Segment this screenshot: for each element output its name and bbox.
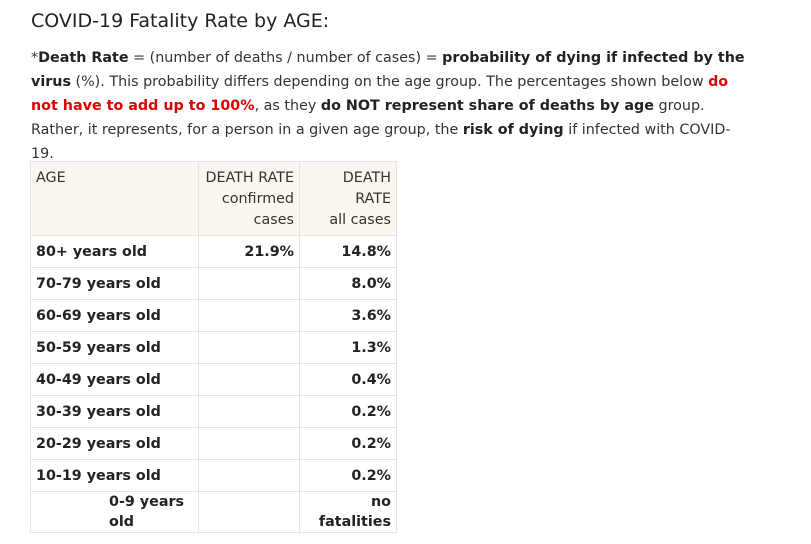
intro-definition: probability of dying if infected by the … bbox=[31, 50, 745, 90]
header-confirmed-line3: cases bbox=[253, 212, 294, 228]
row-all-rate: 1.3% bbox=[299, 331, 397, 364]
row-confirmed-rate bbox=[198, 331, 300, 364]
row-confirmed-rate: 21.9% bbox=[198, 235, 300, 268]
intro-part3: , as they bbox=[254, 98, 321, 114]
table-row: 70-79 years old 8.0% bbox=[30, 267, 397, 300]
intro-red-emphasis: do not have to add up to 100% bbox=[31, 74, 729, 114]
header-confirmed-line1: DEATH RATE bbox=[205, 170, 294, 186]
table-row: 60-69 years old 3.6% bbox=[30, 299, 397, 332]
table-row: 50-59 years old 1.3% bbox=[30, 331, 397, 364]
intro-paragraph: *Death Rate = (number of deaths / number… bbox=[31, 46, 751, 166]
row-age: 50-59 years old bbox=[30, 331, 199, 364]
row-all-rate: 14.8% bbox=[299, 235, 397, 268]
table-row: 10-19 years old 0.2% bbox=[30, 459, 397, 492]
row-age: 10-19 years old bbox=[30, 459, 199, 492]
row-all-rate: 0.4% bbox=[299, 363, 397, 396]
header-age-label: AGE bbox=[36, 170, 66, 186]
row-all-rate: 0.2% bbox=[299, 395, 397, 428]
row-all-rate: 0.2% bbox=[299, 427, 397, 460]
header-death-rate-all: DEATH RATE all cases bbox=[299, 161, 397, 236]
row-confirmed-rate bbox=[198, 395, 300, 428]
row-confirmed-rate bbox=[198, 459, 300, 492]
row-all-rate: 3.6% bbox=[299, 299, 397, 332]
intro-bold-not: do NOT represent share of deaths by age bbox=[320, 98, 654, 114]
table-header-row: AGE DEATH RATE confirmed cases DEATH RATE a… bbox=[30, 161, 397, 236]
row-confirmed-rate bbox=[198, 299, 300, 332]
header-confirmed-line2: confirmed bbox=[221, 191, 294, 207]
row-age: 60-69 years old bbox=[30, 299, 199, 332]
intro-formula: = (number of deaths / number of cases) = bbox=[128, 50, 443, 66]
table-row: 0-9 years old no fatalities bbox=[30, 491, 397, 533]
intro-bold-risk: risk of dying bbox=[462, 122, 564, 138]
death-rate-table: AGE DEATH RATE confirmed cases DEATH RATE a… bbox=[30, 161, 397, 533]
intro-term: Death Rate bbox=[38, 50, 129, 66]
row-confirmed-rate bbox=[198, 491, 300, 533]
table-row: 20-29 years old 0.2% bbox=[30, 427, 397, 460]
intro-part4: group. Rather, it represents, for a pers… bbox=[31, 98, 705, 138]
row-age: 80+ years old bbox=[30, 235, 199, 268]
intro-asterisk: * bbox=[31, 50, 39, 66]
table-row: 30-39 years old 0.2% bbox=[30, 395, 397, 428]
table-row: 40-49 years old 0.4% bbox=[30, 363, 397, 396]
header-all-line2: all cases bbox=[329, 212, 391, 228]
header-all-line1: DEATH RATE bbox=[342, 170, 391, 207]
intro-part2: (%). This probability differs depending … bbox=[70, 74, 709, 90]
row-all-rate: 8.0% bbox=[299, 267, 397, 300]
table-row: 80+ years old 21.9% 14.8% bbox=[30, 235, 397, 268]
row-age: 70-79 years old bbox=[30, 267, 199, 300]
row-all-rate: no fatalities bbox=[299, 491, 397, 533]
page-title: COVID-19 Fatality Rate by AGE: bbox=[31, 10, 330, 32]
row-confirmed-rate bbox=[198, 267, 300, 300]
row-age: 40-49 years old bbox=[30, 363, 199, 396]
row-confirmed-rate bbox=[198, 427, 300, 460]
intro-part5: if infected with COVID-19. bbox=[31, 122, 731, 162]
row-age: 30-39 years old bbox=[30, 395, 199, 428]
header-age: AGE bbox=[30, 161, 199, 236]
header-death-rate-confirmed: DEATH RATE confirmed cases bbox=[198, 161, 300, 236]
row-confirmed-rate bbox=[198, 363, 300, 396]
row-age: 20-29 years old bbox=[30, 427, 199, 460]
row-age: 0-9 years old bbox=[30, 491, 199, 533]
row-all-rate: 0.2% bbox=[299, 459, 397, 492]
